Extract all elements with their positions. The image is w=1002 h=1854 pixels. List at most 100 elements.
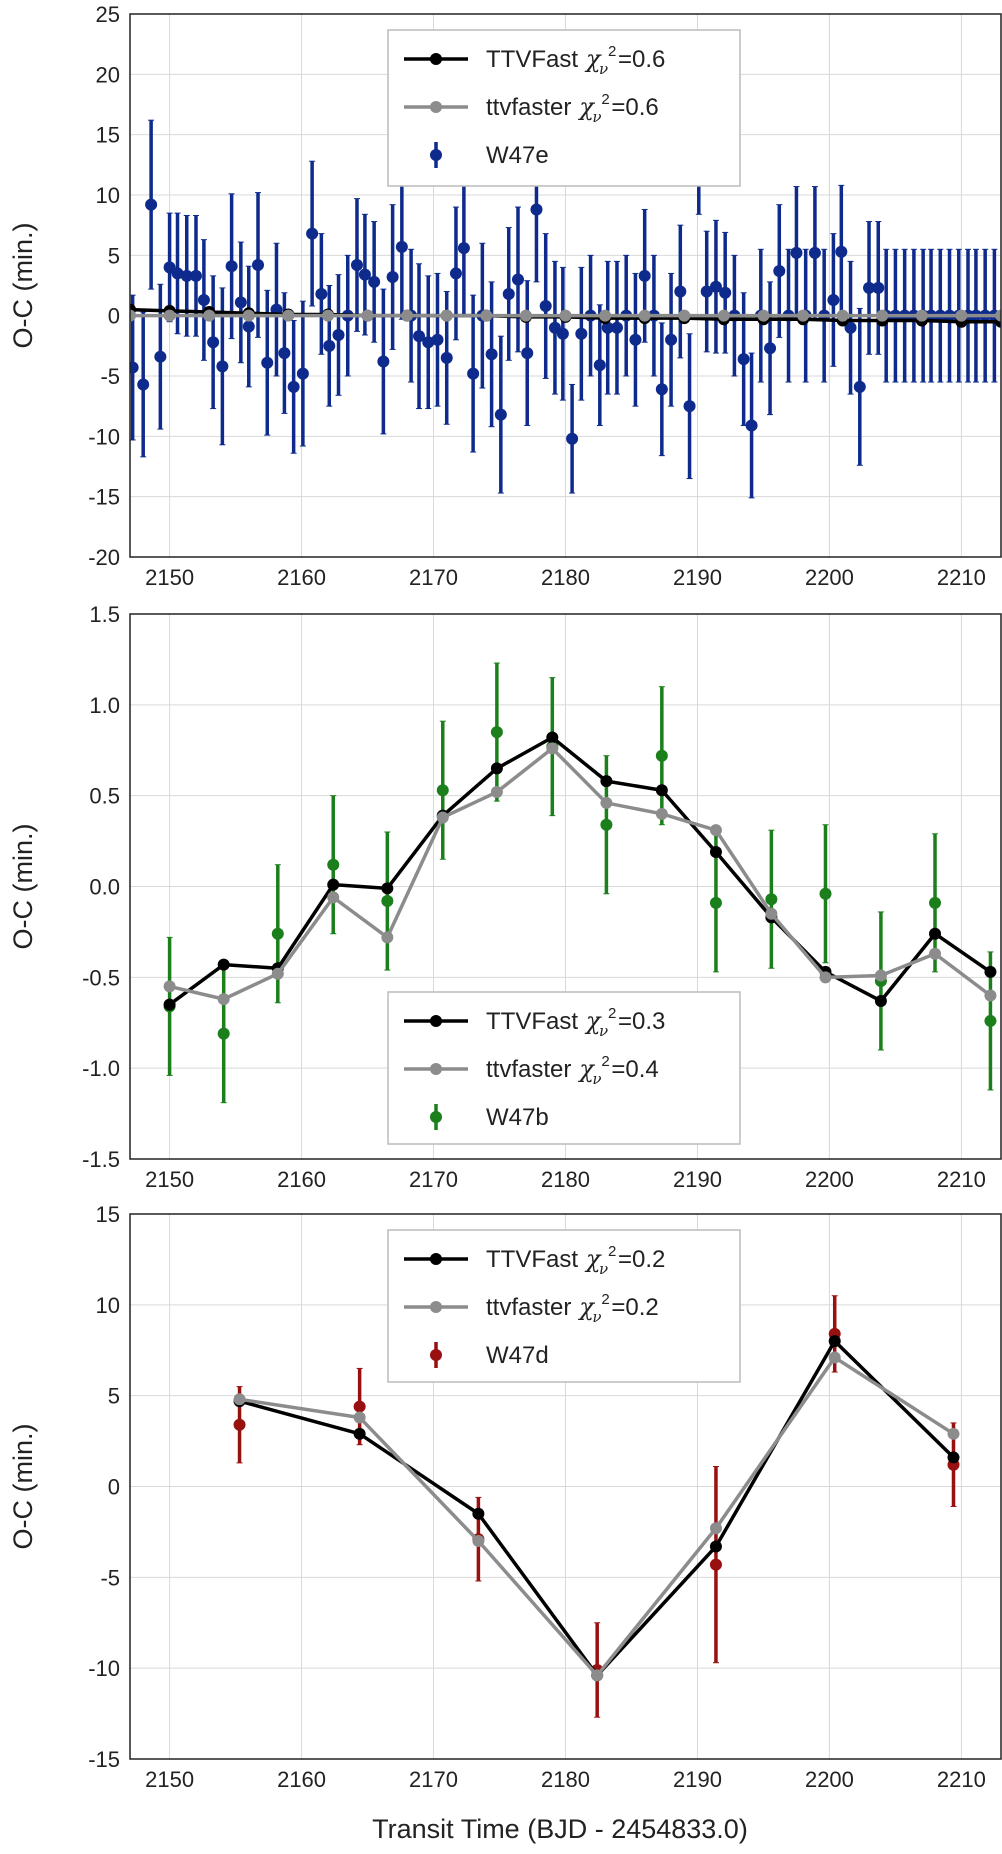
legend-chi-symbol: χ <box>584 1245 602 1273</box>
y-tick-label: -20 <box>88 545 120 570</box>
data-point <box>252 258 265 271</box>
x-tick-label: 2150 <box>145 1167 194 1192</box>
model-point <box>233 1393 246 1406</box>
data-point <box>413 330 426 343</box>
model-point <box>638 309 651 322</box>
y-tick-label: 0.0 <box>89 875 120 900</box>
data-point <box>130 361 139 374</box>
x-tick-label: 2210 <box>937 1167 986 1192</box>
legend-label: ttvfaster <box>486 94 571 121</box>
data-point <box>350 258 363 271</box>
y-tick-label: -1.0 <box>82 1056 120 1081</box>
data-point <box>638 269 651 282</box>
x-tick-label: 2190 <box>673 1767 722 1792</box>
y-tick-label: -5 <box>100 364 120 389</box>
x-tick-label: 2170 <box>409 1167 458 1192</box>
model-point <box>929 947 942 960</box>
data-point <box>764 342 777 355</box>
legend-chi-value: =0.2 <box>618 1246 665 1273</box>
data-point <box>242 320 255 333</box>
x-axis-title: Transit Time (BJD - 2454833.0) <box>372 1814 748 1844</box>
model-point <box>955 309 968 322</box>
model-point <box>282 309 295 322</box>
data-point <box>593 359 606 372</box>
y-tick-label: 1.0 <box>89 693 120 718</box>
model-point <box>947 1427 960 1440</box>
legend-item-ttvfaster: ttvfaster χν2 =0.6 <box>404 91 659 126</box>
data-point <box>395 240 408 253</box>
data-point <box>234 296 247 309</box>
y-tick-label: 20 <box>96 62 120 87</box>
data-point <box>233 1418 246 1431</box>
y-tick-label: 5 <box>108 1384 120 1409</box>
legend-chi-value: =0.4 <box>611 1056 658 1083</box>
y-tick-label: 1.5 <box>89 602 120 627</box>
data-point <box>853 380 866 393</box>
panel-w47e: 2150 2160 2170 2180 2190 2200 2210-20-15-10-50… <box>8 2 1002 590</box>
y-axis-title: O-C (min.) <box>8 223 38 349</box>
model-point <box>709 824 722 837</box>
data-point <box>225 260 238 273</box>
model-point <box>874 969 887 982</box>
data-point <box>863 281 876 294</box>
data-point <box>521 347 534 360</box>
legend-exponent: 2 <box>608 43 616 60</box>
x-tick-label: 2180 <box>541 565 590 590</box>
data-point <box>171 267 184 280</box>
panel-w47b: 2150 2160 2170 2180 2190 2200 2210 -1.5 -1.0 -0.5… <box>8 602 1002 1192</box>
x-tick-label: 2190 <box>673 1167 722 1192</box>
legend-label: TTVFast <box>486 1008 578 1035</box>
data-point <box>422 336 435 349</box>
data-point <box>490 726 503 739</box>
legend-label: TTVFast <box>486 46 578 73</box>
y-tick-label: 10 <box>96 1293 120 1318</box>
data-point <box>600 818 613 831</box>
data-point <box>332 328 345 341</box>
model-point <box>947 1451 960 1464</box>
model-point <box>163 998 176 1011</box>
model-point <box>217 958 230 971</box>
data-point <box>556 327 569 340</box>
model-point <box>836 309 849 322</box>
legend-exponent: 2 <box>601 1291 609 1308</box>
data-point <box>449 267 462 280</box>
data-point <box>353 1400 366 1413</box>
model-point <box>546 742 559 755</box>
legend-chi-value: =0.3 <box>618 1008 665 1035</box>
model-point <box>361 309 374 322</box>
legend-item-ttvfast: TTVFast χν2 =0.6 <box>404 43 665 78</box>
legend-exponent: 2 <box>601 1053 609 1070</box>
data-point <box>323 339 336 352</box>
legend-nu-subscript: ν <box>592 108 601 126</box>
model-point <box>217 993 230 1006</box>
plot-area <box>163 662 997 1104</box>
y-tick-label: -1.5 <box>82 1147 120 1172</box>
data-point <box>431 333 444 346</box>
y-tick-label: 0 <box>108 304 120 329</box>
model-point <box>876 309 889 322</box>
data-point <box>381 895 394 908</box>
data-point <box>539 300 552 313</box>
data-point <box>287 380 300 393</box>
model-point <box>709 1540 722 1553</box>
model-point <box>327 891 340 904</box>
data-point <box>719 286 732 299</box>
model-point <box>915 309 928 322</box>
model-point <box>436 811 449 824</box>
legend-chi-symbol: χ <box>577 1293 595 1321</box>
model-point <box>440 309 453 322</box>
model-point <box>709 1522 722 1535</box>
data-point <box>436 784 449 797</box>
data-point <box>154 350 167 363</box>
axes-frame <box>129 13 1002 558</box>
data-point <box>683 400 696 413</box>
y-tick-label: 25 <box>96 2 120 27</box>
legend-nu-subscript: ν <box>599 1022 608 1040</box>
legend-label: TTVFast <box>486 1246 578 1273</box>
x-tick-label: 2210 <box>937 1767 986 1792</box>
data-point <box>137 378 150 391</box>
x-tick-label: 2180 <box>541 1767 590 1792</box>
data-point <box>440 351 453 364</box>
series-w47b <box>163 662 997 1104</box>
